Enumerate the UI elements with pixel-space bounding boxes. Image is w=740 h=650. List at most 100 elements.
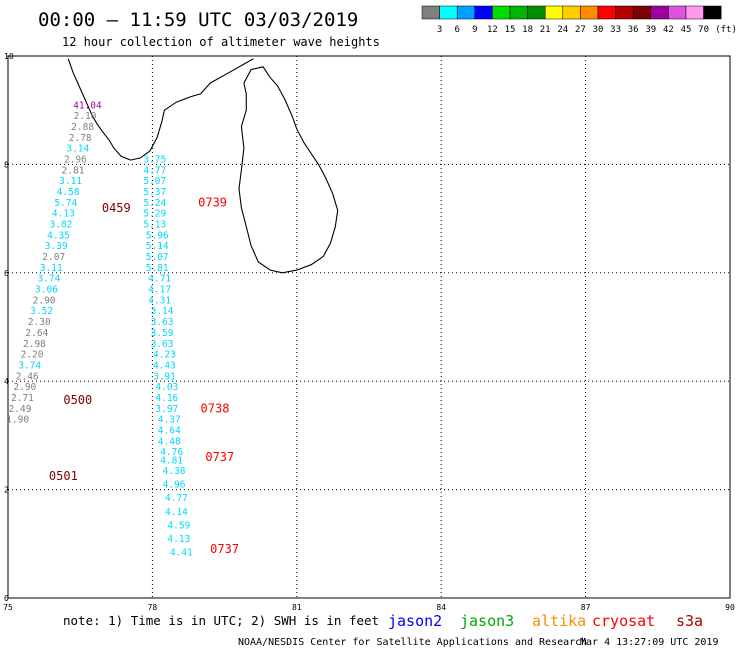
wave-height-value: 1.90 [6, 415, 29, 426]
wave-height-value: 2.90 [33, 295, 56, 306]
pass-time-label: 0501 [49, 469, 78, 483]
legend-swatch [597, 5, 616, 20]
wave-height-value: 4.77 [143, 165, 166, 176]
wave-height-value: 4.38 [163, 466, 186, 477]
pass-time-label: 0500 [63, 393, 92, 407]
legend-tick-label: 12 [487, 25, 498, 35]
wave-height-value: 4.76 [160, 447, 183, 458]
legend-swatch [456, 5, 476, 20]
legend-tick-label: 21 [540, 25, 551, 35]
wave-height-value: 4.31 [148, 295, 171, 306]
legend-swatch [421, 5, 440, 20]
legend-swatch [544, 5, 564, 20]
wave-height-value: 2.78 [69, 133, 92, 144]
wave-height-value: 5.74 [54, 198, 77, 209]
lat-tick-label: 10 [4, 52, 14, 61]
wave-height-value: 5.07 [146, 252, 169, 263]
coastline-india [67, 58, 254, 161]
wave-height-value: 4.23 [153, 350, 176, 361]
wave-height-value: 5.96 [146, 230, 169, 241]
wave-height-value: 2.10 [74, 111, 97, 122]
wave-height-value: 3.63 [151, 339, 174, 350]
wave-height-value: 41.04 [73, 100, 102, 111]
lat-tick-label: 0 [4, 594, 9, 603]
wave-height-value: 4.41 [170, 547, 193, 558]
legend-swatch [509, 5, 528, 20]
wave-height-value: 3.11 [40, 263, 63, 274]
lat-tick-label: 8 [4, 160, 9, 169]
wave-height-value: 2.20 [21, 350, 44, 361]
mission-label-jason3: jason3 [460, 612, 514, 630]
legend-tick-label: 36 [628, 25, 639, 35]
wave-height-value: 2.90 [13, 382, 36, 393]
wave-height-value: 2.88 [71, 122, 94, 133]
wave-height-value: 4.48 [158, 436, 181, 447]
wave-height-value: 2.71 [11, 393, 34, 404]
wave-height-value: 4.58 [57, 187, 80, 198]
wave-height-value: 5.07 [143, 176, 166, 187]
wave-height-value: 5.81 [146, 263, 169, 274]
legend-swatch [527, 5, 546, 20]
wave-height-value: 4.96 [163, 480, 186, 491]
legend-tick-label: 9 [472, 25, 477, 35]
pass-time-label: 0459 [102, 201, 131, 215]
legend-swatch [580, 5, 599, 20]
footer-credit: NOAA/NESDIS Center for Satellite Applica… [238, 637, 587, 648]
wave-height-value: 3.52 [30, 306, 53, 317]
legend-tick-label: 3 [437, 25, 442, 35]
wave-height-value: 3.63 [151, 317, 174, 328]
wave-height-value: 4.37 [158, 415, 181, 426]
wave-height-value: 5.29 [143, 209, 166, 220]
wave-height-value: 4.43 [153, 360, 176, 371]
wave-height-value: 2.46 [16, 371, 39, 382]
lat-tick-label: 4 [4, 377, 9, 386]
wave-height-tracks: 41.042.102.882.783.142.962.813.114.585.7… [6, 100, 239, 558]
wave-height-value: 4.77 [165, 493, 188, 504]
wave-height-value: 3.97 [155, 404, 178, 415]
color-legend: 3 6 9 12 15 18 21 24 27 30 33 36 39 42 45 70 (ft) [421, 5, 737, 35]
wave-height-value: 4.81 [160, 455, 183, 466]
map-frame [7, 55, 731, 599]
wave-height-value: 4.13 [52, 209, 75, 220]
legend-tick-label: 70 [698, 25, 709, 35]
footer-note: note: 1) Time is in UTC; 2) SWH is in fe… [63, 613, 379, 628]
pass-time-label: 0737 [205, 450, 234, 464]
wave-height-value: 3.11 [59, 176, 82, 187]
lon-tick-label: 84 [436, 603, 446, 612]
lon-tick-label: 87 [581, 603, 591, 612]
legend-tick-label: 45 [681, 25, 692, 35]
legend-swatch [685, 5, 704, 20]
wave-height-value: 3.91 [153, 371, 176, 382]
legend-swatch [439, 5, 458, 20]
lat-tick-label: 6 [4, 269, 9, 278]
map-subtitle: 12 hour collection of altimeter wave hei… [62, 35, 380, 49]
footer-timestamp: Mar 4 13:27:09 UTC 2019 [580, 637, 718, 648]
wave-height-value: 3.82 [50, 220, 73, 231]
legend-tick-label: 6 [454, 25, 459, 35]
legend-tick-label: 33 [610, 25, 621, 35]
legend-swatch [492, 5, 511, 20]
map-grid [7, 55, 731, 599]
wave-height-value: 3.74 [18, 360, 41, 371]
lon-tick-label: 90 [725, 603, 735, 612]
wave-height-value: 2.49 [9, 404, 32, 415]
legend-tick-label: 42 [663, 25, 674, 35]
wave-height-value: 4.71 [148, 274, 171, 285]
pass-time-label: 0738 [201, 401, 230, 415]
mission-label-cryosat: cryosat [592, 612, 655, 630]
wave-height-value: 3.39 [45, 241, 68, 252]
wave-height-value: 4.13 [167, 534, 190, 545]
wave-height-value: 5.37 [143, 187, 166, 198]
mission-label-s3a: s3a [676, 612, 703, 630]
lon-tick-label: 78 [148, 603, 158, 612]
legend-swatch [615, 5, 634, 20]
pass-time-label: 0739 [198, 195, 227, 209]
wave-height-value: 4.17 [148, 285, 171, 296]
legend-tick-label: 39 [645, 25, 656, 35]
legend-tick-label: 27 [575, 25, 586, 35]
wave-height-value: 4.59 [167, 520, 190, 531]
legend-swatch [703, 5, 722, 20]
wave-height-value: 2.30 [28, 317, 51, 328]
